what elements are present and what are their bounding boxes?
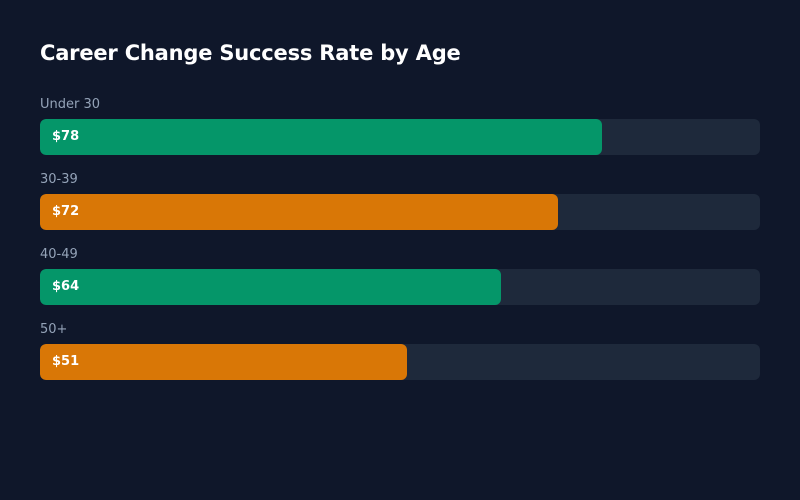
bar-track: $72 <box>40 194 760 230</box>
bar-value-label: $64 <box>52 279 80 294</box>
chart: Career Change Success Rate by Age Under … <box>40 0 760 500</box>
bar-track: $51 <box>40 344 760 380</box>
bar-value-label: $72 <box>52 204 80 219</box>
bar-track: $78 <box>40 119 760 155</box>
bar <box>40 269 501 305</box>
category-label: Under 30 <box>40 97 101 112</box>
category-label: 30-39 <box>40 172 78 187</box>
bar-value-label: $51 <box>52 354 80 369</box>
bar-row: 30-39 $72 <box>40 172 760 237</box>
bar <box>40 119 602 155</box>
category-label: 50+ <box>40 322 68 337</box>
bar-row: 40-49 $64 <box>40 247 760 312</box>
bar-track: $64 <box>40 269 760 305</box>
bar-value-label: $78 <box>52 129 80 144</box>
bar-row: Under 30 $78 <box>40 97 760 162</box>
chart-title: Career Change Success Rate by Age <box>40 41 461 65</box>
bar-row: 50+ $51 <box>40 322 760 387</box>
category-label: 40-49 <box>40 247 78 262</box>
bar <box>40 344 408 380</box>
bar <box>40 194 559 230</box>
